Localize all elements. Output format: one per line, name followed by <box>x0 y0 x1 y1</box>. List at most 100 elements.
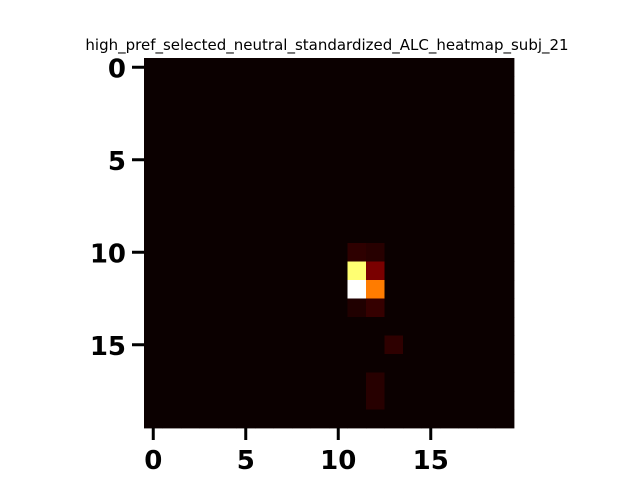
heatmap-cell <box>181 280 200 299</box>
heatmap-cell <box>495 169 515 188</box>
heatmap-cell <box>255 409 274 429</box>
heatmap-cell <box>144 58 163 77</box>
heatmap-cell <box>458 409 478 429</box>
heatmap-cell <box>255 335 274 355</box>
heatmap-cell <box>421 261 441 281</box>
heatmap-cell <box>199 113 219 133</box>
heatmap-cell <box>477 354 496 373</box>
heatmap-cell <box>458 317 478 336</box>
heatmap-cell <box>255 298 274 318</box>
heatmap-cell <box>440 243 459 262</box>
heatmap-cell <box>273 206 293 225</box>
heatmap-cell <box>255 317 274 336</box>
heatmap-cell <box>236 243 256 262</box>
heatmap-cell <box>292 354 311 373</box>
heatmap-cell <box>292 391 311 410</box>
heatmap-cell <box>329 317 348 336</box>
heatmap-cell <box>162 409 182 429</box>
heatmap-cell <box>218 187 237 207</box>
heatmap-cell <box>199 132 219 151</box>
heatmap-cell <box>255 243 274 262</box>
heatmap-cell <box>181 335 200 355</box>
heatmap-cell <box>181 58 200 77</box>
heatmap-cell <box>384 150 404 170</box>
heatmap-cell <box>255 113 274 133</box>
heatmap-cell <box>218 354 237 373</box>
heatmap-cell <box>495 335 515 355</box>
heatmap-cell <box>218 169 237 188</box>
heatmap-cell <box>310 169 330 188</box>
heatmap-cell <box>458 298 478 318</box>
heatmap-cell <box>162 372 182 392</box>
heatmap-cell <box>421 206 441 225</box>
heatmap-cell <box>347 150 367 170</box>
heatmap-cell <box>421 317 441 336</box>
heatmap-cell <box>310 261 330 281</box>
heatmap-cell <box>495 95 515 114</box>
heatmap-cell <box>255 261 274 281</box>
heatmap-cell <box>347 354 367 373</box>
heatmap-cell <box>495 150 515 170</box>
y-tick-label: 15 <box>90 332 126 362</box>
heatmap-cell <box>477 224 496 244</box>
heatmap-cell <box>384 298 404 318</box>
heatmap-cell <box>403 391 422 410</box>
heatmap-cell <box>162 335 182 355</box>
y-tick-label: 5 <box>108 147 126 177</box>
heatmap-cell <box>403 409 422 429</box>
heatmap-cell <box>236 150 256 170</box>
heatmap-cell <box>366 317 385 336</box>
heatmap-cell <box>403 132 422 151</box>
heatmap-cell <box>292 187 311 207</box>
heatmap-cell <box>199 58 219 77</box>
heatmap-cell <box>236 298 256 318</box>
heatmap-cell <box>421 224 441 244</box>
heatmap-cell <box>329 187 348 207</box>
heatmap-cell <box>329 58 348 77</box>
heatmap-cell <box>310 243 330 262</box>
heatmap-cell <box>218 243 237 262</box>
heatmap-cell <box>292 58 311 77</box>
heatmap-cell <box>218 150 237 170</box>
heatmap-cell <box>273 298 293 318</box>
heatmap-cell <box>421 354 441 373</box>
heatmap-cell <box>162 261 182 281</box>
heatmap-cell <box>310 132 330 151</box>
heatmap-cell <box>199 298 219 318</box>
heatmap-cell <box>292 113 311 133</box>
heatmap-cell <box>218 113 237 133</box>
heatmap-cell <box>440 58 459 77</box>
heatmap-cell <box>458 243 478 262</box>
heatmap-cell <box>218 76 237 96</box>
heatmap-cell <box>403 76 422 96</box>
heatmap-cell <box>273 187 293 207</box>
heatmap-cell <box>347 243 367 262</box>
heatmap-cell <box>273 150 293 170</box>
heatmap-cell <box>162 298 182 318</box>
heatmap-cell <box>384 280 404 299</box>
heatmap-cell <box>273 391 293 410</box>
heatmap-cell <box>255 354 274 373</box>
heatmap-cell <box>144 113 163 133</box>
heatmap-cell <box>440 298 459 318</box>
heatmap-cell <box>384 95 404 114</box>
heatmap-cell <box>181 261 200 281</box>
heatmap-cell <box>162 187 182 207</box>
heatmap-cell <box>218 261 237 281</box>
heatmap-cell <box>310 335 330 355</box>
heatmap-cell <box>292 317 311 336</box>
heatmap-cell <box>144 224 163 244</box>
heatmap-cell <box>347 132 367 151</box>
y-axis: 0 5 10 15 <box>90 54 144 362</box>
heatmap-cell <box>181 187 200 207</box>
heatmap-cell <box>162 113 182 133</box>
heatmap-cell <box>144 409 163 429</box>
heatmap-cell <box>403 335 422 355</box>
heatmap-cell <box>255 169 274 188</box>
heatmap-cell <box>162 206 182 225</box>
heatmap-cell <box>366 409 385 429</box>
heatmap-cell <box>236 187 256 207</box>
heatmap-cell <box>403 261 422 281</box>
heatmap-cell <box>310 95 330 114</box>
heatmap-cell <box>440 206 459 225</box>
